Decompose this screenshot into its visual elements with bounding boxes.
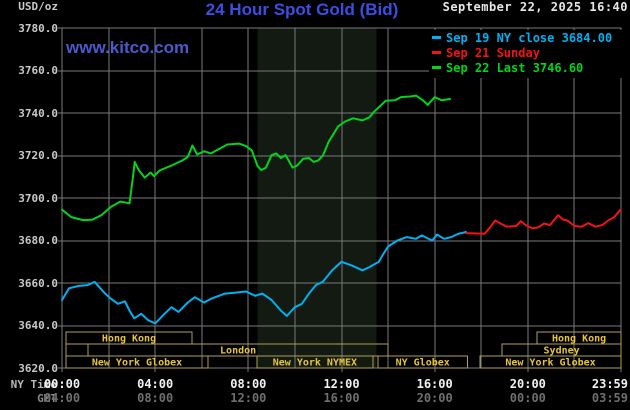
page-title: 24 Hour Spot Gold (Bid) xyxy=(205,0,399,19)
price-line-series-2 xyxy=(61,94,451,222)
y-axis-unit-label: USD/oz xyxy=(18,0,58,13)
y-tick-label: 3760.0 xyxy=(18,64,58,77)
ny-time-row-label: NY Time xyxy=(10,378,57,391)
gmt-tick: 03:59 xyxy=(591,391,628,405)
session-box-london xyxy=(87,343,389,357)
session-box-unlabeled xyxy=(65,343,89,357)
session-label: London xyxy=(220,346,256,357)
session-box-new-york-nymex xyxy=(256,355,374,369)
session-label: New York Globex xyxy=(505,358,595,369)
session-box-new-york-globex xyxy=(479,355,622,369)
legend: Sep 19 NY close 3684.00 Sep 21 Sunday Se… xyxy=(429,30,622,78)
legend-label: Sep 22 Last 3746.60 xyxy=(446,61,584,75)
chart-datetime: September 22, 2025 16:40 xyxy=(442,0,628,14)
ny-time-tick: 16:00 xyxy=(416,377,453,391)
legend-item-sep19: Sep 19 NY close 3684.00 xyxy=(429,31,622,46)
ny-time-tick: 23:59 xyxy=(591,377,628,391)
session-label: New York Globex xyxy=(92,358,182,369)
y-tick-label: 3780.0 xyxy=(18,21,58,35)
legend-label: Sep 19 NY close 3684.00 xyxy=(446,31,613,45)
legend-dash-icon xyxy=(432,65,441,69)
gmt-tick: 08:00 xyxy=(137,391,174,405)
session-label: Hong Kong xyxy=(552,334,606,345)
legend-item-sep21: Sep 21 Sunday xyxy=(429,46,622,61)
session-box-ny-globex xyxy=(377,355,468,369)
session-box-new-york-globex xyxy=(65,355,209,369)
price-line-series-0 xyxy=(61,231,468,325)
session-label: NY Globex xyxy=(396,358,450,369)
ny-time-tick: 12:00 xyxy=(323,377,360,391)
gmt-tick: 12:00 xyxy=(230,391,267,405)
gmt-row-label: GMT xyxy=(37,392,57,405)
gmt-tick: 00:00 xyxy=(509,391,546,405)
legend-dash-icon xyxy=(432,35,441,39)
legend-dash-icon xyxy=(432,50,441,54)
y-tick-label: 3680.0 xyxy=(18,234,58,247)
y-tick-label: 3640.0 xyxy=(18,319,58,332)
gmt-tick: 20:00 xyxy=(416,391,453,405)
gmt-tick: 04:00 xyxy=(43,391,81,405)
y-tick-label: 3740.0 xyxy=(18,106,58,120)
session-label: New York NYMEX xyxy=(273,358,357,369)
legend-label: Sep 21 Sunday xyxy=(446,46,540,60)
y-tick-label: 3660.0 xyxy=(18,276,58,290)
gmt-tick: 16:00 xyxy=(323,391,360,405)
session-label: Sydney xyxy=(544,346,580,357)
y-tick-label: 3720.0 xyxy=(18,149,58,162)
kitco-watermark-link[interactable]: www.kitco.com xyxy=(66,38,190,57)
ny-time-tick: 04:00 xyxy=(137,377,174,391)
ny-time-tick: 00:00 xyxy=(43,377,81,391)
session-label: Hong Kong xyxy=(102,334,156,345)
y-tick-label: 3620.0 xyxy=(18,361,58,375)
ny-time-tick: 20:00 xyxy=(509,377,546,391)
y-tick-label: 3700.0 xyxy=(18,191,58,205)
ny-time-tick: 08:00 xyxy=(230,377,267,391)
legend-item-sep22: Sep 22 Last 3746.60 xyxy=(429,61,622,76)
price-line-series-1 xyxy=(465,208,622,235)
